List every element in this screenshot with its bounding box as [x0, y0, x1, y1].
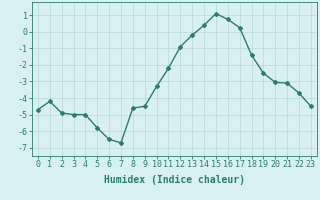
X-axis label: Humidex (Indice chaleur): Humidex (Indice chaleur)	[104, 175, 245, 185]
